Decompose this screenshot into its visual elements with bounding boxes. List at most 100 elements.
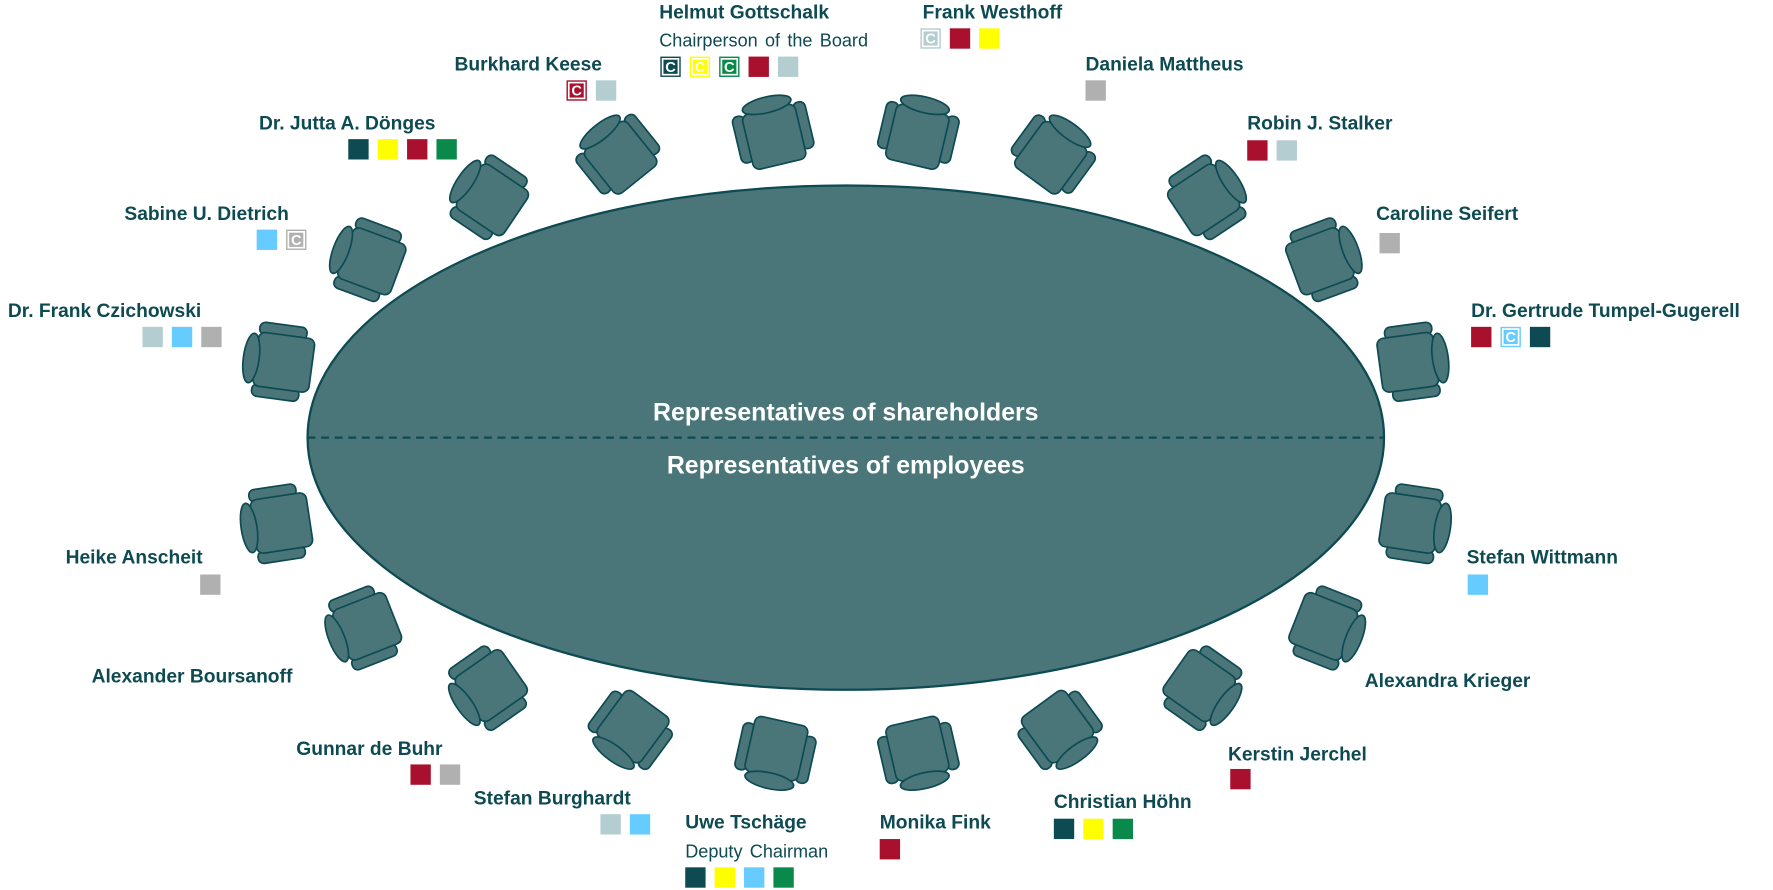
chair bbox=[1166, 154, 1248, 241]
chair-seat bbox=[1376, 331, 1440, 394]
committee-badge bbox=[171, 326, 193, 348]
chair bbox=[876, 94, 960, 171]
chair-back bbox=[1048, 114, 1092, 149]
member-name: Sabine U. Dietrich bbox=[124, 204, 288, 225]
chair bbox=[1288, 585, 1367, 671]
member: Frank Westhoff C bbox=[920, 3, 1063, 49]
committee-badge bbox=[660, 56, 681, 77]
committee-badge bbox=[1083, 818, 1104, 840]
badge-label: C bbox=[665, 60, 676, 76]
member-role: Deputy Chairman bbox=[685, 841, 828, 861]
committee-badge bbox=[256, 229, 278, 250]
chair-seat bbox=[1378, 492, 1442, 555]
chair bbox=[449, 154, 530, 241]
badge-label: C bbox=[724, 60, 735, 76]
badge-label: C bbox=[571, 84, 582, 100]
chair-badge-frame bbox=[661, 58, 680, 76]
committee-badge bbox=[1500, 326, 1521, 348]
member: Burkhard Keese C bbox=[455, 55, 617, 101]
chair-back bbox=[328, 225, 354, 275]
member: Stefan Wittmann bbox=[1467, 548, 1618, 595]
committee-badge bbox=[1230, 768, 1251, 790]
chair-badge-frame bbox=[287, 231, 306, 249]
committee-badge bbox=[629, 814, 651, 835]
committee-badge bbox=[407, 139, 428, 160]
member: Monika Fink bbox=[879, 812, 991, 860]
chair bbox=[877, 715, 960, 792]
committee-badge bbox=[201, 326, 222, 348]
member-name: Dr. Gertrude Tumpel-Gugerell bbox=[1471, 301, 1740, 322]
member: Dr. Jutta A. Dönges bbox=[259, 114, 457, 160]
committee-badge bbox=[1247, 140, 1268, 161]
committee-badge bbox=[719, 56, 740, 77]
chair bbox=[239, 483, 314, 565]
committee-badge bbox=[410, 764, 431, 785]
member: Dr. Gertrude Tumpel-Gugerell C bbox=[1471, 301, 1740, 348]
chair-back bbox=[324, 614, 350, 663]
member-name: Burkhard Keese bbox=[455, 55, 603, 76]
member-name: Gunnar de Buhr bbox=[296, 739, 443, 760]
member: Dr. Frank Czichowski bbox=[8, 301, 222, 348]
committee-badge bbox=[744, 867, 765, 888]
chair-back bbox=[241, 332, 261, 384]
chair-back bbox=[899, 94, 951, 116]
chair-back bbox=[239, 502, 259, 554]
chair bbox=[587, 689, 674, 771]
chair bbox=[1378, 483, 1453, 565]
member-name: Monika Fink bbox=[880, 812, 991, 833]
chair bbox=[1376, 321, 1450, 403]
member: Heike Anscheit bbox=[66, 548, 221, 595]
committee-badge bbox=[566, 80, 587, 101]
chair-badge-frame bbox=[1501, 328, 1520, 346]
committee-badge bbox=[595, 80, 617, 101]
committee-badge bbox=[685, 867, 706, 888]
committee-badge bbox=[439, 764, 461, 785]
member: Caroline Seifert bbox=[1376, 204, 1519, 254]
committee-badge bbox=[200, 574, 221, 595]
chair bbox=[734, 715, 817, 791]
member-name: Kerstin Jerchel bbox=[1228, 744, 1367, 765]
chair-back bbox=[449, 159, 482, 204]
chair-back bbox=[579, 114, 621, 150]
chair-seat bbox=[252, 331, 316, 394]
member: Robin J. Stalker bbox=[1247, 114, 1393, 161]
chair bbox=[328, 217, 407, 303]
member-name: Stefan Burghardt bbox=[474, 789, 632, 810]
member: Stefan Burghardt bbox=[474, 789, 651, 835]
member-name: Alexander Boursanoff bbox=[92, 666, 293, 687]
committee-badge bbox=[1112, 818, 1134, 840]
committee-badge bbox=[286, 229, 307, 250]
committee-badge bbox=[1471, 326, 1492, 348]
badge-label: C bbox=[1505, 330, 1516, 346]
member-name: Heike Anscheit bbox=[66, 548, 204, 569]
chair bbox=[1010, 114, 1097, 195]
chair bbox=[447, 645, 529, 732]
member-name: Daniela Mattheus bbox=[1086, 55, 1244, 76]
chair bbox=[1162, 645, 1243, 732]
chair-back bbox=[1338, 225, 1363, 275]
chair-back bbox=[899, 770, 950, 792]
committee-badge bbox=[142, 326, 163, 348]
committee-badge bbox=[1085, 80, 1106, 101]
chair bbox=[575, 113, 661, 195]
committee-badge bbox=[1379, 232, 1400, 254]
committee-badge bbox=[1276, 140, 1297, 161]
member-name: Stefan Wittmann bbox=[1467, 548, 1618, 569]
member-name: Uwe Tschäge bbox=[685, 812, 807, 833]
committee-badge bbox=[689, 56, 711, 77]
chair-back bbox=[1430, 332, 1450, 384]
committee-badge bbox=[773, 867, 794, 888]
upper-label: Representatives of shareholders bbox=[653, 398, 1038, 426]
chair-back bbox=[1341, 614, 1367, 663]
committee-badge bbox=[748, 56, 769, 77]
member: Alexander Boursanoff bbox=[92, 666, 293, 687]
chair bbox=[324, 585, 403, 671]
committee-badge bbox=[377, 139, 399, 160]
chair-seat bbox=[249, 492, 314, 555]
lower-label: Representatives of employees bbox=[667, 452, 1025, 480]
badge-label: C bbox=[695, 60, 706, 76]
member-role: Chairperson of the Board bbox=[659, 31, 868, 51]
committee-badge bbox=[600, 814, 621, 835]
